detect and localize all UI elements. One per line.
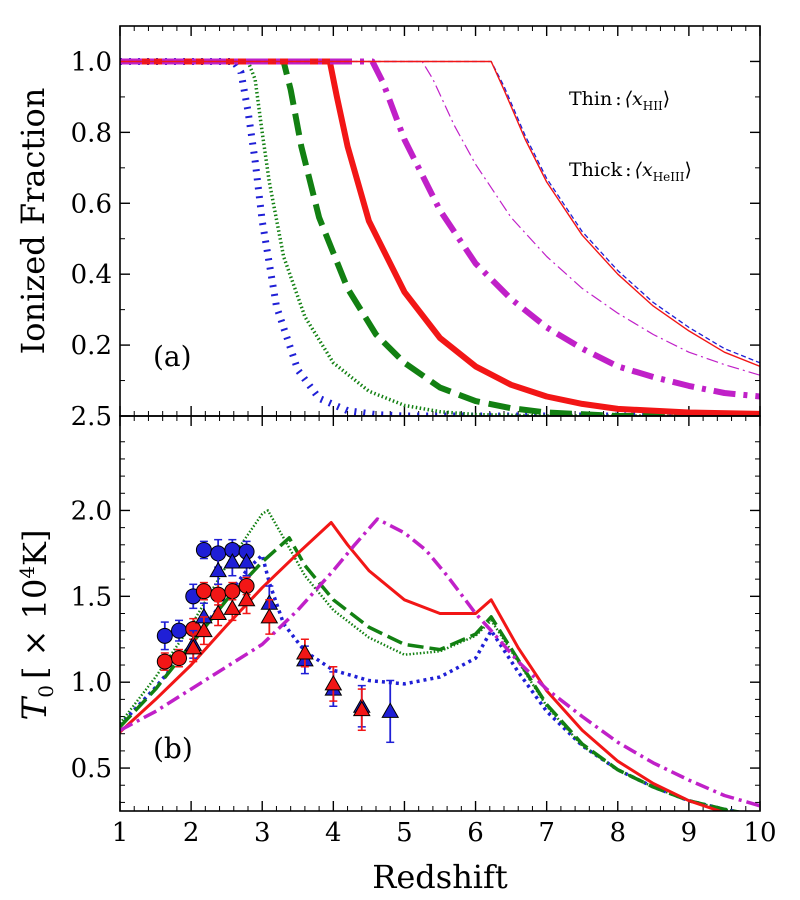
legend-thin-sep: : [615,88,621,110]
ylabel-unit-end: K] [16,530,54,566]
blue-triangles-marker [237,552,256,569]
ytick-b-label: 1.0 [71,668,112,698]
ylabel-sub: 0 [34,685,58,698]
legend-thin-label: Thin [569,88,612,110]
panel-a: 1.00.80.60.40.22.5 (a) Thin: ⟨xHII⟩ Thick… [14,25,761,432]
ytick-a-label: 0.8 [71,118,112,148]
a-series-blue-thin [120,60,760,364]
xtick-b-label: 3 [254,818,271,848]
red-circles-marker [195,583,212,600]
panel-b-ticks: 2.0 1.5 1.0 0.5 1 2 3 4 5 6 7 8 9 10 [71,416,777,848]
blue-circles-marker [195,541,212,558]
red-triangles-marker [260,607,279,624]
ytick-a-label: 1.0 [71,47,112,77]
panel-a-label: (a) [153,340,192,373]
xtick-b-label: 8 [610,818,627,848]
ytick-a-label: 2.5 [71,402,112,432]
a-series-magenta-dashdot-thick [120,58,760,400]
ytick-b-label: 1.5 [71,582,112,612]
ytick-b-label: 0.5 [71,754,112,784]
legend-thin-close: ⟩ [663,88,670,110]
red-triangles-marker [352,700,371,717]
legend-thin: Thin: ⟨xHII⟩ [569,88,670,113]
blue-circles-marker [156,627,173,644]
xtick-b-label: 1 [112,818,129,848]
ylabel-symbol: T [15,695,55,720]
b-series-magenta-dashdot [120,517,760,808]
legend-thin-symbol: ⟨x [625,88,643,110]
x-axis-label: Redshift [372,858,508,896]
red-triangles-marker [209,604,227,620]
panel-b-label: (b) [153,732,193,765]
ylabel-exp: 4 [15,566,39,579]
a-series-green-dashed-thick [120,58,760,416]
xtick-b-label: 4 [325,818,342,848]
legend-thick-close: ⟩ [684,159,691,181]
legend-thick-sep: : [625,159,631,181]
blue-triangles-marker [223,552,242,569]
xtick-b-label: 7 [538,818,555,848]
a-series-blue-thick [120,58,760,416]
ytick-b-label: 2.0 [71,496,112,526]
xtick-b-label: 6 [467,818,484,848]
xtick-b-label: 10 [743,818,776,848]
red-triangles-marker [184,638,203,655]
legend-thick-label: Thick [569,159,623,181]
red-circles-marker [156,653,173,670]
panel-b-points [156,538,400,744]
b-series-blue-dotted [120,553,743,811]
red-triangles-marker [195,621,213,638]
ylabel-units: [ × 10 [16,579,54,679]
blue-circles-marker [171,622,188,639]
legend-thin-sub: HII [643,99,663,113]
ytick-a-label: 0.4 [71,260,112,290]
legend-thick-sub: HeIII [653,170,685,184]
panel-a-ylabel: Ionized Fraction [14,88,52,355]
xtick-b-label: 9 [681,818,698,848]
blue-triangles-marker [381,702,400,718]
red-triangles-marker [324,674,343,691]
panel-a-ticks: 1.0 0.8 0.6 0.4 0.2 2.5 [71,26,761,432]
red-circles-marker [210,586,227,603]
blue-triangles-marker [209,561,227,578]
legend-thick-symbol: ⟨x [635,159,653,181]
panel-a-frame [119,25,761,417]
panel-b: 2.01.51.00.51 2 3 4 5 6 7 8 9 10 (b) T0[ × 104K] … [15,415,777,896]
panel-b-ylabel: T0 [ × 104K] [15,530,58,721]
ytick-a-label: 0.6 [71,189,112,219]
red-circles-marker [171,650,188,667]
ytick-a-label: 0.2 [71,331,112,361]
panel-a-curves [120,58,760,416]
legend-thick: Thick: ⟨xHeIII⟩ [569,159,692,184]
red-triangles-marker [223,599,242,615]
red-triangles-marker [237,590,256,607]
panel-b-frame [119,415,761,812]
a-series-red-solid-thick [120,58,760,416]
xtick-b-label: 2 [183,818,200,848]
a-series-red-thin [120,60,760,368]
red-triangles-marker [296,643,314,660]
a-series-magenta-thin [120,60,760,376]
xtick-b-label: 5 [396,818,413,848]
a-series-green-dotted-thick [120,59,760,416]
